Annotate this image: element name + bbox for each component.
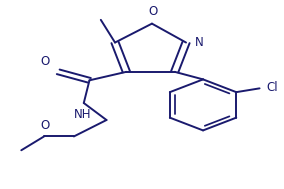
Text: O: O — [40, 119, 49, 132]
Text: N: N — [195, 36, 203, 49]
Text: NH: NH — [74, 108, 91, 121]
Text: O: O — [40, 55, 50, 68]
Text: O: O — [149, 5, 158, 18]
Text: Cl: Cl — [267, 81, 278, 94]
